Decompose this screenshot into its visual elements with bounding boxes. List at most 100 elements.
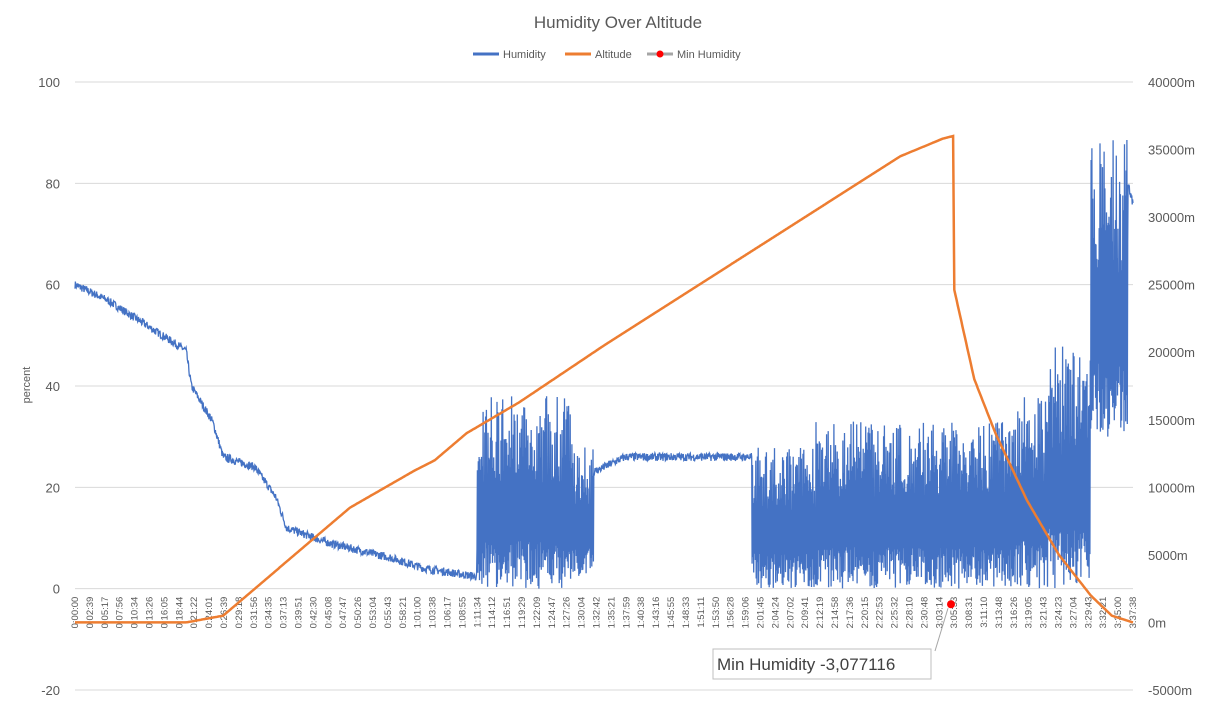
x-tick-label: 2:01:45 [755,597,766,629]
x-tick-label: 0:24:01 [204,597,215,629]
x-tick-label: 0:42:30 [308,597,319,629]
altitude-series-line [75,134,1134,624]
y-left-tick-label: -20 [41,683,60,698]
x-tick-label: 1:43:16 [651,597,662,629]
x-tick-label: 1:45:55 [666,597,677,629]
x-tick-label: 1:19:29 [517,597,528,629]
y-right-tick-label: 35000m [1148,143,1195,158]
x-tick-label: 2:30:48 [919,597,930,629]
x-tick-label: 0:50:26 [353,597,364,629]
x-tick-label: 3:11:10 [979,597,990,628]
x-tick-label: 1:24:47 [547,597,558,629]
x-tick-label: 3:21:43 [1039,597,1050,629]
x-tick-label: 2:09:41 [800,597,811,629]
legend-label: Humidity [503,49,546,61]
x-tick-label: 3:05:53 [949,597,960,629]
x-tick-label: 3:03:14 [934,597,945,629]
x-tick-label: 1:30:04 [577,597,588,629]
x-tick-label: 3:27:04 [1068,597,1079,629]
x-tick-label: 1:06:17 [443,597,454,629]
y-left-tick-label: 0 [53,582,60,597]
x-tick-label: 1:37:59 [621,597,632,629]
y-right-tick-label: 30000m [1148,210,1195,225]
x-tick-label: 3:13:48 [994,597,1005,629]
x-tick-label: 0:10:34 [130,597,141,629]
x-tick-label: 2:22:53 [875,597,886,629]
y-right-tick-label: 25000m [1148,278,1195,293]
y-right-tick-label: -5000m [1148,683,1192,698]
y-right-tick-label: 40000m [1148,75,1195,90]
x-tick-label: 1:03:38 [428,597,439,629]
x-tick-label: 3:08:31 [964,597,975,629]
x-tick-label: 1:40:38 [636,597,647,629]
y-left-tick-label: 40 [46,379,60,394]
x-tick-label: 2:04:24 [770,597,781,629]
x-tick-label: 0:45:08 [323,597,334,629]
legend-label: Altitude [595,49,632,61]
callout-leader-line [934,608,949,652]
x-tick-label: 0:31:56 [249,597,260,629]
x-tick-label: 0:39:51 [294,597,305,629]
y-right-tick-label: 20000m [1148,345,1195,360]
x-tick-label: 2:12:19 [815,597,826,629]
x-tick-label: 3:19:05 [1024,597,1035,629]
x-tick-label: 3:24:23 [1053,597,1064,629]
y-axis-title: percent [21,367,33,404]
x-tick-label: 1:01:00 [413,597,424,629]
x-tick-label: 3:35:00 [1113,597,1124,629]
min-humidity-callout-label: Min Humidity -3,077116 [717,655,895,674]
x-tick-label: 2:28:10 [904,597,915,629]
x-tick-label: 1:53:50 [711,597,722,629]
legend-label: Min Humidity [677,49,741,61]
x-tick-label: 2:17:36 [845,597,856,629]
legend-marker [656,50,664,58]
x-tick-label: 1:56:28 [726,597,737,629]
y-right-tick-label: 5000m [1148,548,1188,563]
x-tick-label: 2:07:02 [785,597,796,629]
x-tick-label: 0:26:39 [219,597,230,629]
x-tick-label: 2:25:32 [890,597,901,629]
x-tick-label: 0:53:04 [368,597,379,629]
x-tick-label: 2:14:58 [830,597,841,629]
x-tick-label: 3:16:26 [1009,597,1020,629]
y-right-tick-label: 15000m [1148,413,1195,428]
x-tick-label: 0:07:56 [115,597,126,629]
x-tick-label: 1:11:34 [472,597,483,628]
x-tick-label: 1:48:33 [681,597,692,629]
x-tick-label: 0:13:26 [145,597,156,629]
x-tick-label: 1:27:26 [562,597,573,629]
x-tick-label: 0:05:17 [100,597,111,629]
y-left-tick-label: 60 [46,278,60,293]
x-tick-label: 1:16:51 [502,597,513,629]
x-tick-label: 0:34:35 [264,597,275,629]
x-tick-label: 0:02:39 [85,597,96,629]
x-tick-label: 1:22:09 [532,597,543,629]
y-left-tick-label: 100 [38,75,60,90]
x-tick-label: 0:55:43 [383,597,394,629]
x-tick-label: 0:21:22 [189,597,200,629]
y-right-tick-label: 10000m [1148,480,1195,495]
min-humidity-point [947,600,955,609]
x-tick-label: 3:32:21 [1098,597,1109,629]
y-left-tick-label: 80 [46,176,60,191]
x-tick-label: 1:59:06 [741,597,752,629]
x-tick-label: 1:14:12 [487,597,498,629]
x-tick-label: 0:37:13 [279,597,290,629]
x-tick-label: 1:32:42 [592,597,603,629]
x-tick-label: 0:00:00 [70,597,81,629]
x-tick-label: 0:58:21 [398,597,409,629]
x-tick-label: 3:29:43 [1083,597,1094,629]
x-tick-label: 2:20:15 [860,597,871,629]
x-tick-label: 1:08:55 [457,597,468,629]
callout-box [712,648,932,680]
x-tick-label: 0:29:18 [234,597,245,629]
chart-title: Humidity Over Altitude [534,13,702,32]
x-tick-label: 0:47:47 [338,597,349,629]
y-left-tick-label: 20 [46,480,60,495]
x-tick-label: 0:16:05 [159,597,170,629]
y-right-tick-label: 0m [1148,615,1166,630]
x-tick-label: 1:51:11 [696,597,707,628]
humidity-series-line [74,139,1134,589]
